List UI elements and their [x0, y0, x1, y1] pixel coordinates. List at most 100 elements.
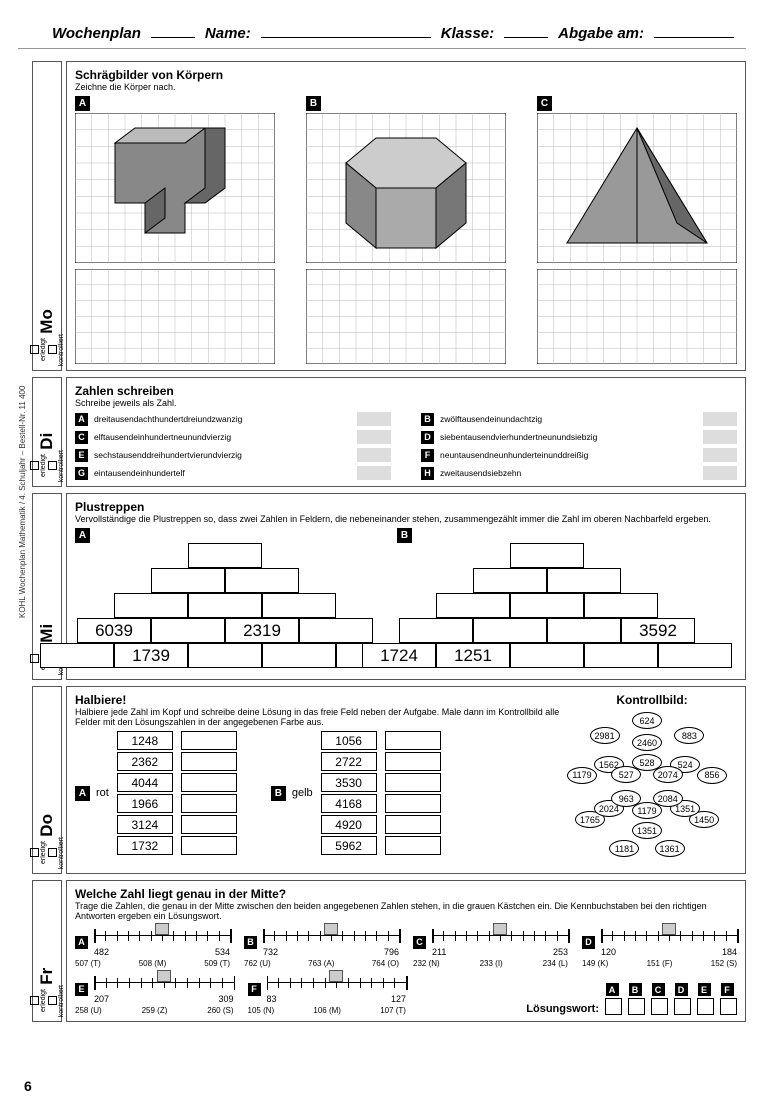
sol-answer-box[interactable] [720, 998, 737, 1015]
di-answer-box[interactable] [703, 412, 737, 426]
do-cell: 1732 [117, 836, 173, 855]
stairs-b: 359217241251 [397, 543, 697, 673]
kontroll-petal: 1351 [632, 822, 662, 839]
stair-brick[interactable] [262, 643, 336, 668]
stair-brick[interactable] [436, 593, 510, 618]
checkbox-kontrolliert[interactable] [48, 461, 57, 470]
do-sub: Halbiere jede Zahl im Kopf und schreibe … [75, 707, 567, 727]
fr-lo: 83 [267, 994, 277, 1004]
fr-hi: 534 [215, 947, 230, 957]
do-cell: 3530 [321, 773, 377, 792]
di-answer-box[interactable] [357, 412, 391, 426]
number-line [601, 935, 737, 945]
kontroll-petal: 624 [632, 712, 662, 729]
di-badge: G [75, 467, 88, 480]
di-title: Zahlen schreiben [75, 384, 737, 398]
number-line [94, 935, 230, 945]
sol-answer-box[interactable] [697, 998, 714, 1015]
sol-answer-box[interactable] [651, 998, 668, 1015]
day-label-mi: Mi [37, 498, 57, 643]
stair-brick[interactable] [658, 643, 732, 668]
stair-brick[interactable] [188, 593, 262, 618]
stair-brick[interactable] [547, 618, 621, 643]
fr-hi: 184 [722, 947, 737, 957]
fr-answer-box[interactable] [324, 923, 338, 935]
di-answer-box[interactable] [703, 466, 737, 480]
di-answer-box[interactable] [357, 430, 391, 444]
di-text: siebentausendvierhundertneunundsiebzig [440, 432, 597, 442]
fr-badge: A [75, 936, 88, 949]
do-cell[interactable] [385, 794, 441, 813]
do-cell[interactable] [385, 731, 441, 750]
di-text: neuntausendneunhunderteinunddreißig [440, 450, 588, 460]
kontroll-petal: 856 [697, 767, 727, 784]
checkbox-kontrolliert[interactable] [48, 996, 57, 1005]
di-answer-box[interactable] [703, 430, 737, 444]
do-cell[interactable] [181, 752, 237, 771]
mo-badge: B [306, 96, 321, 111]
stair-brick[interactable] [114, 593, 188, 618]
di-sub: Schreibe jeweils als Zahl. [75, 398, 737, 408]
mo-badge: C [537, 96, 552, 111]
do-cell[interactable] [181, 794, 237, 813]
fr-answer-box[interactable] [493, 923, 507, 935]
stair-brick[interactable] [584, 593, 658, 618]
kontroll-petal: 2460 [632, 734, 662, 751]
stair-brick[interactable] [151, 618, 225, 643]
stair-brick[interactable] [510, 543, 584, 568]
row-do: Do erledigt kontrolliert Halbiere! Halbi… [32, 686, 746, 874]
do-cell[interactable] [181, 773, 237, 792]
row-mo: Mo erledigt kontrolliert Schrägbilder vo… [32, 61, 746, 371]
checkbox-kontrolliert[interactable] [48, 848, 57, 857]
fr-answer-box[interactable] [155, 923, 169, 935]
stair-brick[interactable] [225, 568, 299, 593]
di-text: elftausendeinhundertneunundvierzig [94, 432, 231, 442]
do-badge-b: B [271, 786, 286, 801]
di-text: zweitausendsiebzehn [440, 468, 521, 478]
day-label-fr: Fr [37, 885, 57, 985]
di-answer-box[interactable] [357, 466, 391, 480]
label-name: Name: [205, 25, 251, 42]
row-mi: Mi erledigt kontrolliert Plustreppen Ver… [32, 493, 746, 680]
do-kontroll-title: Kontrollbild: [567, 693, 737, 707]
fr-answer-box[interactable] [157, 970, 171, 982]
stair-brick[interactable] [510, 593, 584, 618]
do-cell[interactable] [385, 752, 441, 771]
stair-brick[interactable] [584, 643, 658, 668]
do-cell[interactable] [181, 815, 237, 834]
stair-brick[interactable] [510, 643, 584, 668]
stair-brick[interactable] [188, 643, 262, 668]
fr-sub: Trage die Zahlen, die genau in der Mitte… [75, 901, 737, 921]
do-cell: 1056 [321, 731, 377, 750]
sol-answer-box[interactable] [674, 998, 691, 1015]
sol-answer-box[interactable] [605, 998, 622, 1015]
stair-brick[interactable] [151, 568, 225, 593]
stair-brick[interactable] [188, 543, 262, 568]
fr-answer-box[interactable] [329, 970, 343, 982]
stair-brick[interactable] [299, 618, 373, 643]
stair-brick[interactable] [399, 618, 473, 643]
sol-answer-box[interactable] [628, 998, 645, 1015]
do-cell[interactable] [385, 836, 441, 855]
do-cell[interactable] [385, 773, 441, 792]
do-cell[interactable] [385, 815, 441, 834]
di-text: dreitausendachthundertdreiundzwanzig [94, 414, 242, 424]
page-number: 6 [24, 1078, 32, 1094]
do-cell[interactable] [181, 731, 237, 750]
stair-brick[interactable] [473, 568, 547, 593]
do-cell: 2362 [117, 752, 173, 771]
kontroll-petal: 963 [611, 790, 641, 807]
checkbox-kontrolliert[interactable] [48, 345, 57, 354]
row-fr: Fr erledigt kontrolliert Welche Zahl lie… [32, 880, 746, 1022]
di-badge: B [421, 413, 434, 426]
stair-brick[interactable] [547, 568, 621, 593]
stair-brick[interactable] [473, 618, 547, 643]
di-answer-box[interactable] [703, 448, 737, 462]
fr-answer-box[interactable] [662, 923, 676, 935]
do-cell[interactable] [181, 836, 237, 855]
stair-brick[interactable] [262, 593, 336, 618]
kontrollbild: 6248838561450136111811765117929812460524… [567, 707, 727, 867]
stair-brick[interactable] [40, 643, 114, 668]
di-answer-box[interactable] [357, 448, 391, 462]
do-label-a: rot [96, 787, 109, 799]
